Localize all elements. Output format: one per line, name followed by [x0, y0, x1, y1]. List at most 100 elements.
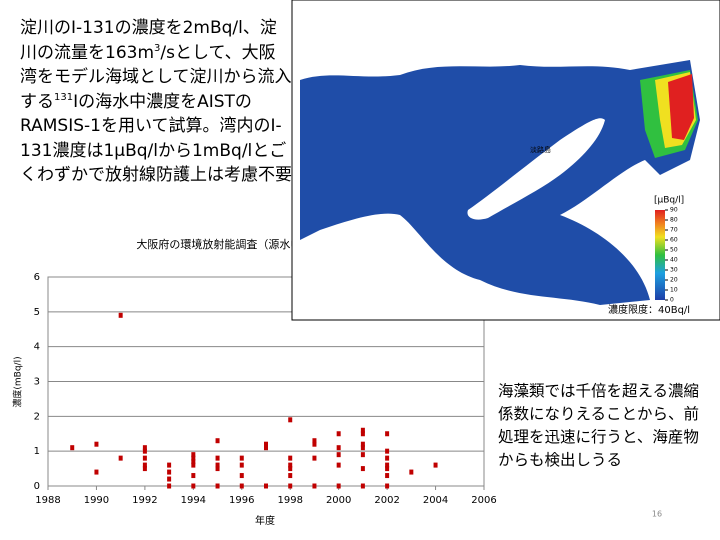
x-tick-label: 2002	[374, 495, 399, 506]
point	[288, 466, 293, 472]
legend-tick-label: 40	[670, 257, 678, 264]
point	[336, 431, 341, 437]
text: 淀川のI-131の濃度を2mBq/l、淀川の流量を163m	[20, 18, 277, 63]
y-tick-label: 1	[34, 446, 40, 457]
point	[118, 312, 123, 318]
point	[94, 469, 99, 475]
point	[336, 462, 341, 468]
point	[336, 445, 341, 451]
y-tick-label: 6	[34, 272, 40, 283]
map: 淡路島 [μBq/l] 濃度限度：40Bq/l 0 10 20 30 40 50 60 70 8…	[291, 0, 720, 321]
page-number: 16	[652, 510, 662, 519]
point	[239, 455, 244, 461]
island	[467, 118, 605, 220]
legend-tick-label: 70	[670, 227, 678, 234]
point	[142, 445, 147, 451]
point	[288, 473, 293, 479]
x-axis-label: 年度	[255, 514, 275, 527]
point	[167, 476, 172, 482]
plume	[668, 74, 694, 140]
point	[94, 441, 99, 447]
point	[167, 469, 172, 475]
legend-tick-label: 90	[670, 207, 678, 214]
colorbar	[655, 210, 665, 300]
point	[142, 455, 147, 461]
point	[312, 438, 317, 444]
point	[360, 452, 365, 458]
y-axis-label: 濃度(mBq/l)	[12, 356, 24, 407]
left-text: 淀川のI-131の濃度を2mBq/l、淀川の流量を163m3/sとして、大阪湾を…	[20, 16, 292, 188]
x-tick-label: 1992	[132, 495, 157, 506]
point	[191, 473, 196, 479]
x-tick-label: 1990	[84, 495, 109, 506]
point	[239, 462, 244, 468]
point	[312, 483, 317, 489]
point	[360, 466, 365, 472]
point	[191, 459, 196, 465]
point	[360, 441, 365, 447]
point	[118, 455, 123, 461]
superscript: 131	[54, 91, 74, 103]
point	[215, 438, 220, 444]
x-tick-label: 1988	[35, 495, 60, 506]
point	[385, 462, 390, 468]
legend-title: [μBq/l]	[654, 196, 684, 206]
point	[385, 448, 390, 454]
point	[288, 455, 293, 461]
x-tick-label: 2000	[326, 495, 351, 506]
legend-tick-label: 50	[670, 247, 678, 254]
y-tick-label: 4	[34, 342, 40, 353]
point	[288, 462, 293, 468]
point	[191, 455, 196, 461]
point	[385, 466, 390, 472]
superscript: 3	[154, 42, 161, 54]
y-tick-label: 3	[34, 377, 40, 388]
x-tick-label: 2004	[423, 495, 448, 506]
point	[167, 483, 172, 489]
x-tick-label: 2006	[471, 495, 496, 506]
y-tick-label: 5	[34, 307, 40, 318]
point	[70, 445, 75, 451]
text: /sとして、大阪湾をモデル海域として淀川から流入する	[20, 42, 292, 112]
legend-tick-label: 0	[670, 297, 674, 304]
island-label: 淡路島	[530, 145, 551, 154]
legend-tick-label: 80	[670, 217, 678, 224]
point	[312, 455, 317, 461]
point	[215, 455, 220, 461]
point	[360, 483, 365, 489]
point	[215, 483, 220, 489]
x-tick-label: 1996	[229, 495, 254, 506]
point	[191, 452, 196, 458]
point	[215, 462, 220, 468]
legend-tick-label: 60	[670, 237, 678, 244]
y-tick-label: 2	[34, 411, 40, 422]
point	[264, 445, 268, 451]
point	[142, 462, 147, 468]
point	[385, 455, 390, 461]
point	[288, 417, 293, 423]
point	[191, 462, 196, 468]
point	[239, 473, 244, 479]
point	[360, 427, 365, 433]
point	[336, 483, 341, 489]
legend-tick-label: 10	[670, 287, 678, 294]
point	[336, 452, 341, 458]
right-text: 海藻類では千倍を超える濃縮係数になりえることから、前処理を迅速に行うと、海産物か…	[498, 382, 700, 469]
point	[264, 483, 268, 489]
x-tick-label: 1994	[181, 495, 206, 506]
legend-tick-label: 20	[670, 277, 678, 284]
point	[142, 466, 147, 472]
point	[167, 462, 172, 468]
point	[191, 483, 196, 489]
point	[385, 473, 390, 479]
legend-tick-label: 30	[670, 267, 678, 274]
point	[312, 441, 317, 447]
point	[433, 462, 438, 468]
x-tick-label: 1998	[277, 495, 302, 506]
point	[264, 441, 268, 447]
text: Iの海水中濃度をAISTのRAMSIS-1を用いて試算。湾内のI-131濃度は1…	[20, 91, 292, 186]
y-tick-label: 0	[34, 481, 40, 492]
point	[288, 483, 293, 489]
point	[360, 431, 365, 437]
